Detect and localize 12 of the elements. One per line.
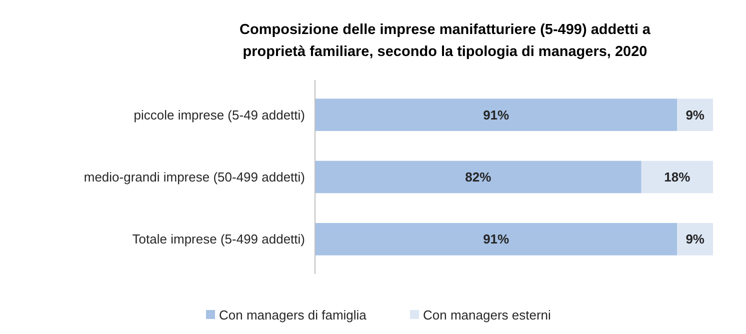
legend-label: Con managers di famiglia [219, 308, 368, 323]
data-label: 9% [686, 107, 705, 122]
data-label: 91% [483, 107, 510, 122]
data-label: 82% [465, 170, 492, 185]
chart-title: Composizione delle imprese manifatturiere (5-499) addetti a proprietà familiare, secondo la tipologia di managers, 2020 [240, 22, 652, 60]
y-tick-label: Totale imprese (5-499 addetti) [132, 232, 305, 247]
y-tick-label: piccole imprese (5-49 addetti) [134, 107, 305, 122]
data-label: 91% [483, 232, 510, 247]
y-tick-label: medio-grandi imprese (50-499 addetti) [84, 170, 305, 185]
data-label: 18% [664, 170, 691, 185]
legend-label: Con managers esterni [423, 308, 552, 323]
data-label: 9% [686, 232, 705, 247]
